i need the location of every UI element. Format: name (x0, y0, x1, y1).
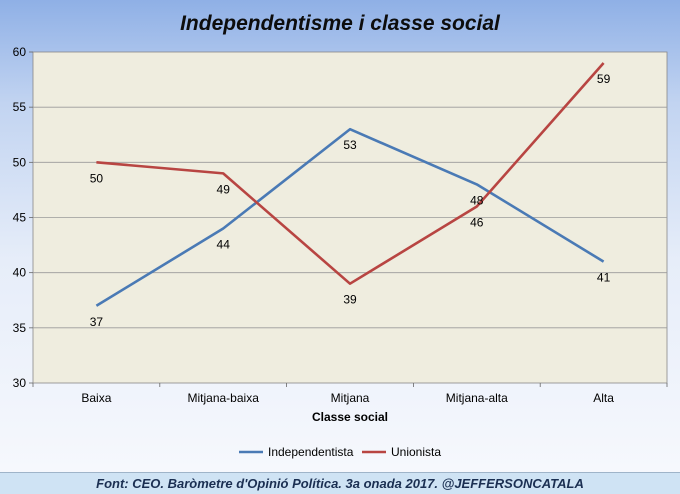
chart-area: Independentisme i classe social 30 35 40 45… (0, 0, 680, 472)
y-tick-label: 55 (13, 100, 27, 114)
series-line-independentista (95, 127, 605, 307)
source-text: Font: CEO. Baròmetre d'Opinió Política. … (96, 476, 584, 491)
x-tick-label: Baixa (81, 391, 111, 405)
legend-label: Independentista (268, 445, 354, 459)
series-line-unionista (96, 62, 605, 286)
y-tick-label: 60 (13, 45, 27, 59)
y-axis-ticks: 30 35 40 45 50 55 60 (13, 45, 33, 390)
data-label: 50 (90, 171, 104, 185)
x-axis-ticks: Baixa Mitjana-baixa Mitjana Mitjana-alta Alt… (32, 383, 668, 405)
data-label: 41 (597, 271, 611, 285)
x-tick-label: Alta (593, 391, 614, 405)
y-tick-label: 45 (13, 211, 27, 225)
chart-title: Independentisme i classe social (180, 12, 501, 35)
data-label: 37 (90, 315, 104, 329)
y-tick-label: 40 (13, 266, 27, 280)
data-label: 59 (597, 72, 611, 86)
data-label: 49 (217, 182, 231, 196)
x-tick-label: Mitjana-alta (446, 391, 508, 405)
data-label: 48 (470, 193, 484, 207)
x-tick-label: Mitjana-baixa (188, 391, 260, 405)
data-label: 53 (343, 138, 357, 152)
legend-label: Unionista (391, 445, 441, 459)
y-tick-label: 50 (13, 155, 27, 169)
data-label: 46 (470, 215, 484, 229)
source-footer: Font: CEO. Baròmetre d'Opinió Política. … (0, 472, 680, 494)
gridlines (33, 106, 667, 329)
x-axis-title: Classe social (312, 410, 388, 424)
legend: Independentista Unionista (239, 445, 441, 459)
data-label: 44 (217, 238, 231, 252)
line-chart: Independentisme i classe social 30 35 40 45… (13, 12, 668, 459)
x-tick-label: Mitjana (331, 391, 370, 405)
y-tick-label: 30 (13, 376, 27, 390)
data-label: 39 (343, 293, 357, 307)
series-lines (95, 62, 605, 307)
y-tick-label: 35 (13, 321, 27, 335)
data-labels: 37 44 53 48 41 50 49 39 46 59 (90, 72, 611, 329)
